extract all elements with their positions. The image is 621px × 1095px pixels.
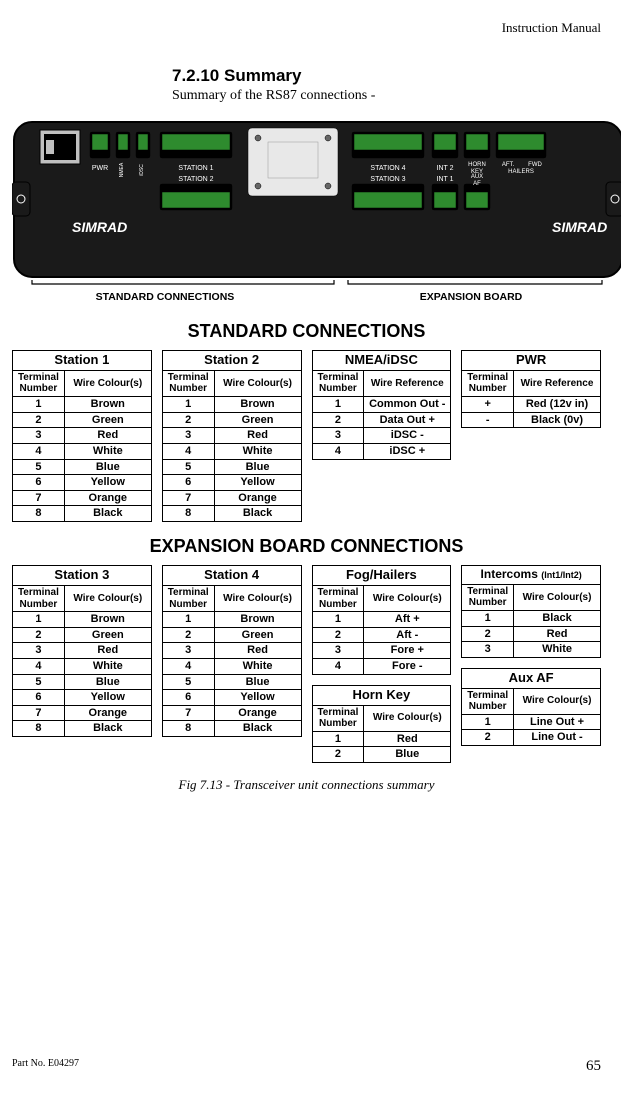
table-pwr: PWR Terminal NumberWire Reference +Red (… bbox=[461, 350, 601, 428]
table-row: 1Common Out - bbox=[312, 396, 451, 412]
table-row: 4Fore - bbox=[312, 658, 451, 674]
table-row: 5Blue bbox=[162, 459, 301, 475]
doc-header: Instruction Manual bbox=[12, 20, 601, 36]
svg-text:SIMRAD: SIMRAD bbox=[72, 219, 127, 235]
svg-text:STATION 1: STATION 1 bbox=[178, 165, 213, 172]
table-row: 5Blue bbox=[162, 674, 301, 690]
table-row: 8Black bbox=[162, 506, 301, 522]
table-row: 2Data Out + bbox=[312, 412, 451, 428]
table-station-3: Station 3 Terminal NumberWire Colour(s) … bbox=[12, 565, 152, 737]
svg-text:SIMRAD: SIMRAD bbox=[552, 219, 607, 235]
table-horn-key: Horn Key Terminal NumberWire Colour(s) 1… bbox=[312, 685, 452, 763]
table-row: 7Orange bbox=[162, 705, 301, 721]
table-fog-hailers: Fog/Hailers Terminal NumberWire Colour(s… bbox=[312, 565, 452, 675]
table-row: 1Aft + bbox=[312, 612, 451, 628]
svg-text:AUX: AUX bbox=[471, 174, 483, 180]
table-row: +Red (12v in) bbox=[462, 396, 601, 412]
table-row: 1Red bbox=[312, 731, 451, 747]
standard-title: STANDARD CONNECTIONS bbox=[12, 321, 601, 342]
svg-text:INT 1: INT 1 bbox=[437, 176, 454, 183]
bracket-right: EXPANSION BOARD bbox=[318, 291, 621, 303]
table-row: -Black (0v) bbox=[462, 412, 601, 428]
svg-text:STATION 4: STATION 4 bbox=[370, 165, 405, 172]
table-station-2: Station 2 Terminal NumberWire Colour(s) … bbox=[162, 350, 302, 522]
svg-text:INT 2: INT 2 bbox=[437, 165, 454, 172]
table-row: 3White bbox=[462, 642, 601, 658]
expansion-tables-row: Station 3 Terminal NumberWire Colour(s) … bbox=[12, 565, 601, 763]
table-row: 2Red bbox=[462, 626, 601, 642]
section-heading: 7.2.10 Summary bbox=[172, 66, 601, 86]
table-row: 7Orange bbox=[162, 490, 301, 506]
device-diagram: PWR NMEA iDSC STATION 1 STATION 4 INT 2 … bbox=[12, 112, 621, 287]
svg-text:STATION 3: STATION 3 bbox=[370, 176, 405, 183]
table-row: 3iDSC - bbox=[312, 428, 451, 444]
bracket-labels: STANDARD CONNECTIONS EXPANSION BOARD bbox=[12, 291, 621, 303]
table-row: 2Blue bbox=[312, 747, 451, 763]
standard-tables-row: Station 1 Terminal NumberWire Colour(s) … bbox=[12, 350, 601, 522]
svg-text:iDSC: iDSC bbox=[139, 164, 145, 176]
svg-text:STATION 2: STATION 2 bbox=[178, 176, 213, 183]
table-aux-af: Aux AF Terminal NumberWire Colour(s) 1Li… bbox=[461, 668, 601, 746]
table-station-4: Station 4 Terminal NumberWire Colour(s) … bbox=[162, 565, 302, 737]
table-row: 1Brown bbox=[13, 612, 152, 628]
page-number: 65 bbox=[586, 1058, 601, 1075]
table-row: 1Brown bbox=[13, 396, 152, 412]
table-row: 2Green bbox=[13, 412, 152, 428]
table-row: 3Red bbox=[162, 643, 301, 659]
table-row: 2Aft - bbox=[312, 627, 451, 643]
table-row: 2Line Out - bbox=[462, 730, 601, 746]
table-nmea-idsc: NMEA/iDSC Terminal NumberWire Reference … bbox=[312, 350, 452, 460]
table-intercoms: Intercoms (Int1/Int2) Terminal NumberWir… bbox=[461, 565, 601, 658]
table-station-1: Station 1 Terminal NumberWire Colour(s) … bbox=[12, 350, 152, 522]
table-row: 6Yellow bbox=[162, 475, 301, 491]
svg-text:AFT.: AFT. bbox=[502, 162, 515, 168]
table-row: 6Yellow bbox=[13, 475, 152, 491]
table-row: 4White bbox=[162, 443, 301, 459]
table-row: 5Blue bbox=[13, 674, 152, 690]
svg-text:NMEA: NMEA bbox=[119, 162, 125, 177]
table-row: 3Fore + bbox=[312, 643, 451, 659]
table-row: 4White bbox=[13, 443, 152, 459]
table-row: 4White bbox=[162, 658, 301, 674]
table-row: 5Blue bbox=[13, 459, 152, 475]
table-row: 1Brown bbox=[162, 396, 301, 412]
bracket-left: STANDARD CONNECTIONS bbox=[12, 291, 318, 303]
table-row: 3Red bbox=[13, 643, 152, 659]
table-row: 3Red bbox=[13, 428, 152, 444]
svg-text:HORN: HORN bbox=[468, 162, 486, 168]
table-row: 6Yellow bbox=[13, 690, 152, 706]
table-row: 2Green bbox=[162, 412, 301, 428]
table-row: 8Black bbox=[13, 721, 152, 737]
table-row: 6Yellow bbox=[162, 690, 301, 706]
table-row: 2Green bbox=[162, 627, 301, 643]
svg-text:FWD: FWD bbox=[528, 162, 542, 168]
part-number: Part No. E04297 bbox=[12, 1058, 79, 1075]
table-row: 3Red bbox=[162, 428, 301, 444]
table-row: 8Black bbox=[162, 721, 301, 737]
table-row: 1Line Out + bbox=[462, 714, 601, 730]
table-row: 7Orange bbox=[13, 705, 152, 721]
svg-text:AF: AF bbox=[473, 181, 481, 187]
expansion-title: EXPANSION BOARD CONNECTIONS bbox=[12, 536, 601, 557]
table-row: 1Brown bbox=[162, 612, 301, 628]
figure-caption: Fig 7.13 - Transceiver unit connections … bbox=[12, 777, 601, 793]
page-footer: Part No. E04297 65 bbox=[12, 1058, 601, 1075]
svg-text:PWR: PWR bbox=[92, 165, 108, 172]
table-row: 1Black bbox=[462, 610, 601, 626]
table-row: 4iDSC + bbox=[312, 443, 451, 459]
table-row: 8Black bbox=[13, 506, 152, 522]
table-row: 2Green bbox=[13, 627, 152, 643]
section-subtitle: Summary of the RS87 connections - bbox=[172, 88, 601, 104]
svg-text:HAILERS: HAILERS bbox=[508, 169, 534, 175]
table-row: 7Orange bbox=[13, 490, 152, 506]
table-row: 4White bbox=[13, 658, 152, 674]
